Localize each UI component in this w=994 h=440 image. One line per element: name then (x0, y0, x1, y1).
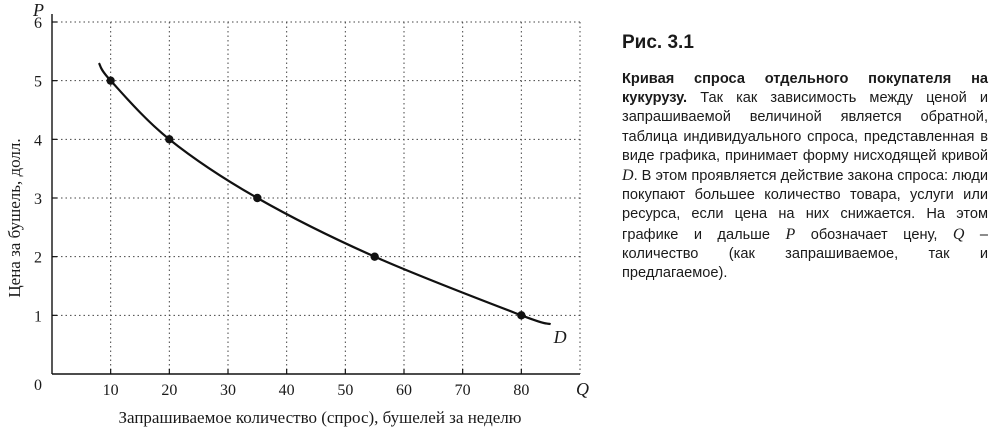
y-tick-label-3: 3 (34, 191, 42, 208)
data-point-5 (517, 311, 526, 320)
data-point-2 (165, 135, 174, 144)
y-axis-title: Цена за бушель, долл. (5, 138, 24, 297)
grid-lines (52, 21, 580, 374)
y-tick-label-5: 5 (34, 74, 42, 91)
figure-caption: Рис. 3.1 Кривая спроса отдельного покупа… (622, 32, 988, 283)
x-tick-label-30: 30 (220, 382, 236, 399)
data-point-1 (106, 76, 115, 85)
demand-chart: 1 2 3 4 5 6 10 20 30 40 50 60 70 80 0 P Q Цена за бушель,… (5, 0, 589, 427)
demand-curve-line (97, 62, 551, 326)
caption-symbol-p: P (785, 225, 796, 243)
y-axis-symbol: P (32, 0, 44, 20)
axes (51, 14, 581, 375)
x-tick-label-60: 60 (396, 382, 412, 399)
x-tick-label-40: 40 (279, 382, 295, 399)
x-tick-label-70: 70 (455, 382, 471, 399)
origin-label: 0 (34, 377, 42, 394)
caption-symbol-d: D (622, 167, 634, 185)
caption-symbol-q: Q (952, 225, 965, 243)
y-tick-label-2: 2 (34, 250, 42, 267)
figure-description: Кривая спроса отдельного покупателя на к… (622, 70, 988, 283)
y-tick-label-4: 4 (34, 132, 42, 149)
x-tick-label-10: 10 (103, 382, 119, 399)
y-tick-label-6: 6 (34, 15, 42, 32)
x-tick-label-20: 20 (161, 382, 177, 399)
demand-curve-layer (97, 62, 551, 326)
caption-text-1: Так как зависимость между ценой и запраш… (622, 90, 988, 164)
caption-text-3: обозначает цену, (795, 226, 953, 243)
data-point-4 (370, 252, 379, 261)
x-axis-title: Запрашиваемое количество (спрос), бушеле… (119, 408, 522, 427)
caption-text-4: – количество (как запрашиваемое, так и п… (622, 226, 989, 282)
data-points (106, 76, 526, 320)
x-tick-label-50: 50 (337, 382, 353, 399)
y-tick-label-1: 1 (34, 308, 42, 325)
axis-labels: 1 2 3 4 5 6 10 20 30 40 50 60 70 80 0 P Q Цена за бушель,… (5, 0, 589, 427)
caption-title: Кривая спроса отдельного покупателя на к… (622, 71, 988, 107)
data-point-3 (253, 193, 262, 203)
curve-label-d: D (553, 327, 567, 347)
x-axis-symbol: Q (576, 379, 589, 399)
x-tick-label-80: 80 (513, 382, 529, 399)
caption-text-2: . В этом проявляется действие закона спр… (622, 168, 988, 243)
figure-number: Рис. 3.1 (622, 32, 694, 53)
